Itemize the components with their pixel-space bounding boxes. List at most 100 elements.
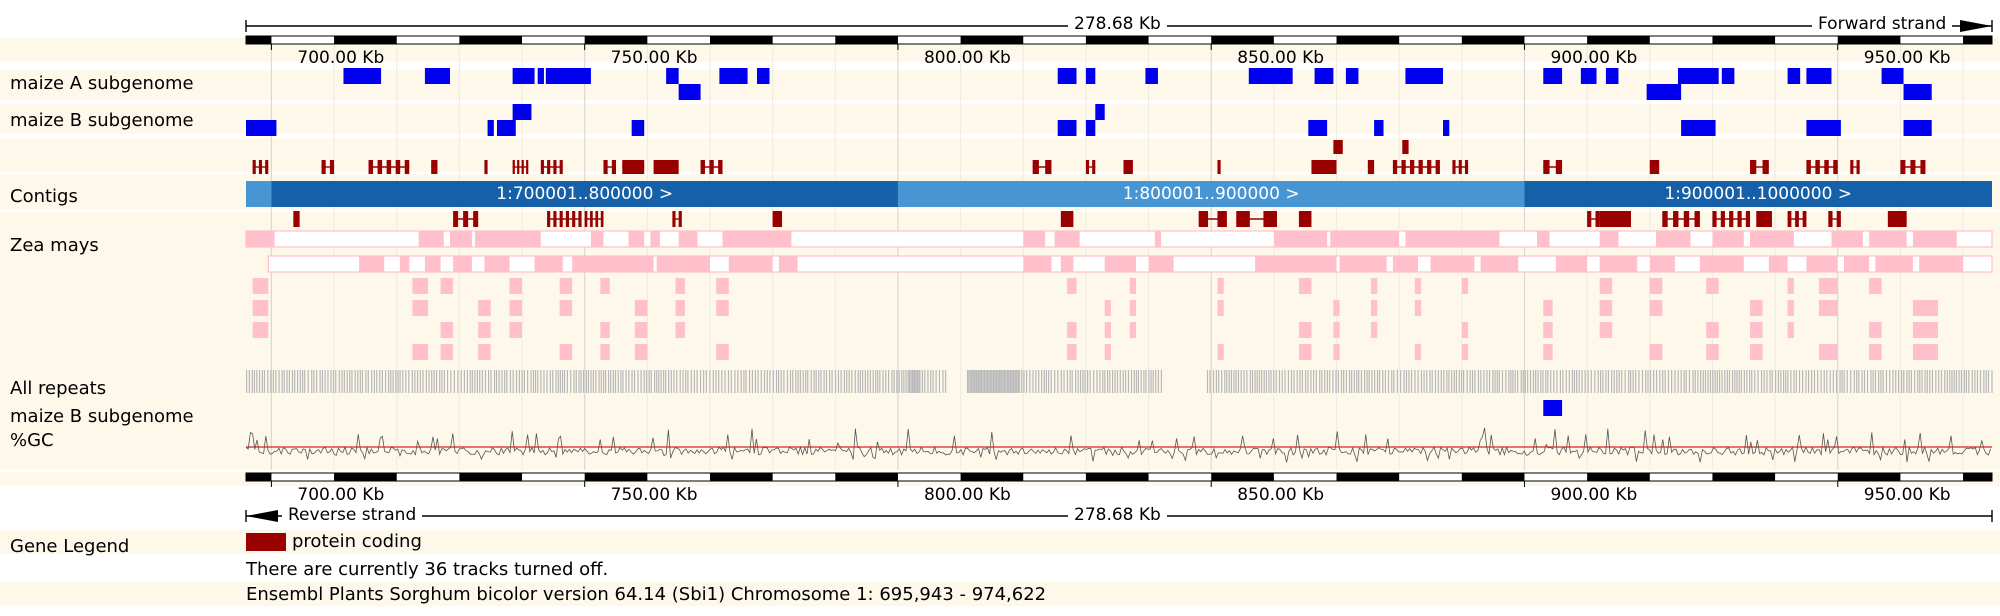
repeat-element xyxy=(1133,370,1135,393)
alignment-block xyxy=(1750,231,1794,247)
track-label-contigs[interactable]: Contigs xyxy=(10,186,78,207)
gc-content-track xyxy=(245,427,1992,463)
repeat-element xyxy=(612,370,614,393)
alignment-block xyxy=(1649,344,1663,360)
repeat-element xyxy=(1045,370,1048,393)
repeat-element xyxy=(463,370,465,393)
gene-exon xyxy=(1543,160,1550,174)
repeat-element xyxy=(986,370,989,393)
repeat-element xyxy=(302,370,304,393)
repeat-element xyxy=(867,370,869,393)
alignment-block xyxy=(1361,231,1400,247)
repeat-element xyxy=(1878,370,1880,393)
repeat-element xyxy=(1324,370,1326,393)
gc-content-line xyxy=(245,427,1991,463)
repeat-element xyxy=(1084,370,1086,393)
alignment-block xyxy=(1543,300,1553,316)
gene-exon xyxy=(1060,211,1074,227)
maize-b2-track[interactable] xyxy=(1543,400,1563,416)
repeat-element xyxy=(534,370,537,393)
gene-exon xyxy=(600,211,604,227)
ruler-scale-segment xyxy=(1837,473,1901,481)
repeat-element xyxy=(831,370,833,393)
repeat-element xyxy=(620,370,622,393)
track-label-maize-a[interactable]: maize A subgenome xyxy=(10,73,194,94)
alignment-block xyxy=(1818,300,1838,316)
repeat-element xyxy=(690,370,692,393)
gene-exon xyxy=(559,160,563,174)
contig-track[interactable]: 1:700001..800000 > 1:800001..900000 > 1:90… xyxy=(246,181,1992,207)
gene-track-bottom[interactable] xyxy=(293,211,1907,227)
repeat-element xyxy=(484,370,487,393)
track-label-zea-mays[interactable]: Zea mays xyxy=(10,235,99,256)
repeat-element xyxy=(1885,370,1888,393)
repeat-element xyxy=(789,370,792,393)
repeat-element xyxy=(1872,370,1874,393)
repeat-element xyxy=(1434,370,1437,393)
repeat-element xyxy=(1240,370,1242,393)
repeat-element xyxy=(1315,370,1317,393)
repeat-element xyxy=(419,370,421,393)
repeat-element xyxy=(1157,370,1159,393)
repeat-element xyxy=(1550,370,1552,393)
gene-exon xyxy=(1762,160,1769,174)
ruler-tick-label: 800.00 Kb xyxy=(924,485,1011,505)
repeat-element xyxy=(1461,370,1463,393)
repeat-element xyxy=(1284,370,1286,393)
repeat-element xyxy=(1400,370,1402,393)
repeat-element xyxy=(1145,370,1147,393)
alignment-block xyxy=(1646,84,1682,100)
repeat-element xyxy=(1281,370,1283,393)
repeat-element xyxy=(578,370,580,393)
repeat-element xyxy=(1319,370,1321,393)
repeat-element xyxy=(397,370,399,393)
repeat-element xyxy=(1041,370,1043,393)
repeat-element xyxy=(1408,370,1410,393)
alignment-block xyxy=(666,68,679,84)
repeat-element xyxy=(294,370,296,393)
track-label-all-repeats[interactable]: All repeats xyxy=(10,378,107,399)
repeat-element xyxy=(1903,370,1905,393)
alignment-block xyxy=(412,278,429,294)
repeat-element xyxy=(530,370,532,393)
repeat-element xyxy=(1616,370,1618,393)
alignment-block xyxy=(1414,344,1422,360)
repeat-element xyxy=(1645,370,1647,393)
maize-a-track[interactable] xyxy=(343,68,1932,100)
repeat-element xyxy=(384,370,387,393)
repeat-element xyxy=(1908,370,1910,393)
repeats-track[interactable] xyxy=(246,370,1993,393)
gene-exon xyxy=(321,160,326,174)
repeat-element xyxy=(1307,370,1309,393)
alignment-block xyxy=(1104,300,1111,316)
maize-b-track[interactable] xyxy=(246,104,1932,136)
gene-exon xyxy=(1263,211,1277,227)
alignment-block xyxy=(628,231,645,247)
repeat-element xyxy=(443,370,445,393)
repeat-element xyxy=(1089,370,1091,393)
repeat-element xyxy=(1109,370,1111,393)
gene-track-top[interactable] xyxy=(252,140,1926,174)
repeat-element xyxy=(1632,370,1634,393)
gene-exon xyxy=(611,160,617,174)
repeat-element xyxy=(1718,370,1721,393)
alignment-block xyxy=(537,68,544,84)
repeat-element xyxy=(1501,370,1504,393)
repeat-element xyxy=(1783,370,1785,393)
repeat-element xyxy=(1829,370,1831,393)
track-label-gc[interactable]: %GC xyxy=(10,430,54,451)
repeat-element xyxy=(460,370,462,393)
alignment-block xyxy=(756,68,770,84)
gene-exon xyxy=(1032,160,1039,174)
repeat-element xyxy=(1919,370,1921,393)
repeat-element xyxy=(893,370,895,393)
gene-exon xyxy=(1045,160,1052,174)
zea-mays-track[interactable] xyxy=(245,230,1993,360)
repeat-element xyxy=(640,370,642,393)
gene-exon xyxy=(329,160,335,174)
track-label-maize-b-2[interactable]: maize B subgenome xyxy=(10,406,194,427)
repeat-element xyxy=(633,370,636,393)
track-label-maize-b[interactable]: maize B subgenome xyxy=(10,110,194,131)
alignment-block xyxy=(1023,231,1046,247)
ruler-scale-segment xyxy=(960,473,1024,481)
